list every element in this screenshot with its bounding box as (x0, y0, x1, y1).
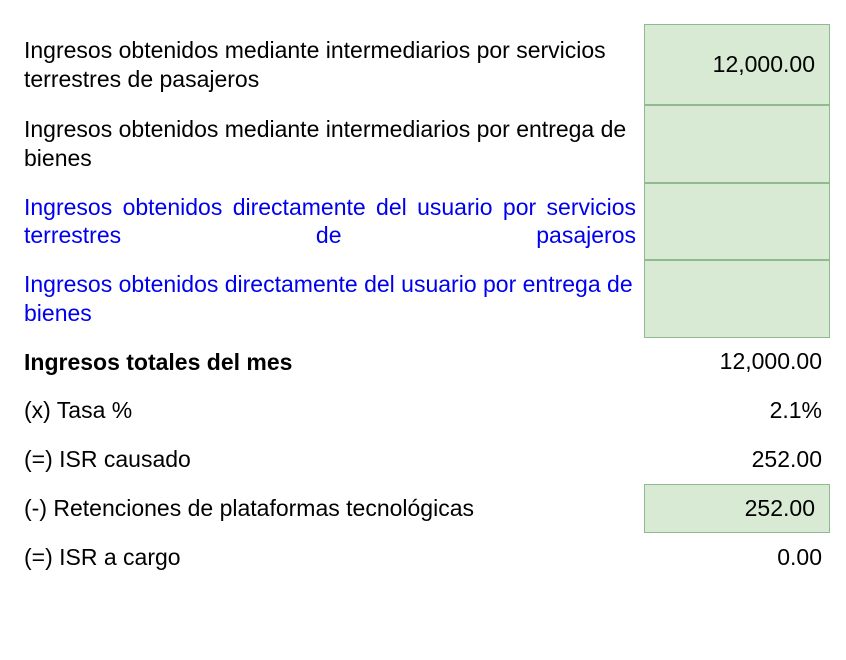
label-isr-causado: (=) ISR causado (16, 435, 644, 484)
label-ingresos-intermediarios-pasajeros: Ingresos obtenidos mediante intermediari… (16, 24, 644, 105)
row-tasa: (x) Tasa % 2.1% (16, 386, 830, 435)
value-retenciones[interactable]: 252.00 (644, 484, 830, 533)
row-isr-causado: (=) ISR causado 252.00 (16, 435, 830, 484)
value-ingresos-intermediarios-pasajeros[interactable]: 12,000.00 (644, 24, 830, 105)
value-tasa: 2.1% (644, 386, 830, 435)
value-isr-cargo: 0.00 (644, 533, 830, 582)
label-ingresos-intermediarios-bienes: Ingresos obtenidos mediante intermediari… (16, 105, 644, 183)
label-ingresos-totales: Ingresos totales del mes (16, 338, 644, 387)
row-ingresos-totales: Ingresos totales del mes 12,000.00 (16, 338, 830, 387)
value-isr-causado: 252.00 (644, 435, 830, 484)
label-ingresos-directos-pasajeros[interactable]: Ingresos obtenidos directamente del usua… (16, 183, 644, 261)
label-ingresos-directos-bienes[interactable]: Ingresos obtenidos directamente del usua… (16, 260, 644, 338)
row-ingresos-directos-pasajeros: Ingresos obtenidos directamente del usua… (16, 183, 830, 261)
value-ingresos-totales: 12,000.00 (644, 338, 830, 387)
value-ingresos-directos-pasajeros[interactable] (644, 183, 830, 261)
isr-calculation-table: Ingresos obtenidos mediante intermediari… (16, 24, 830, 582)
label-retenciones: (-) Retenciones de plataformas tecnológi… (16, 484, 644, 533)
row-ingresos-intermediarios-bienes: Ingresos obtenidos mediante intermediari… (16, 105, 830, 183)
value-ingresos-directos-bienes[interactable] (644, 260, 830, 338)
row-isr-cargo: (=) ISR a cargo 0.00 (16, 533, 830, 582)
row-ingresos-directos-bienes: Ingresos obtenidos directamente del usua… (16, 260, 830, 338)
label-tasa: (x) Tasa % (16, 386, 644, 435)
row-ingresos-intermediarios-pasajeros: Ingresos obtenidos mediante intermediari… (16, 24, 830, 105)
row-retenciones: (-) Retenciones de plataformas tecnológi… (16, 484, 830, 533)
value-ingresos-intermediarios-bienes[interactable] (644, 105, 830, 183)
label-isr-cargo: (=) ISR a cargo (16, 533, 644, 582)
